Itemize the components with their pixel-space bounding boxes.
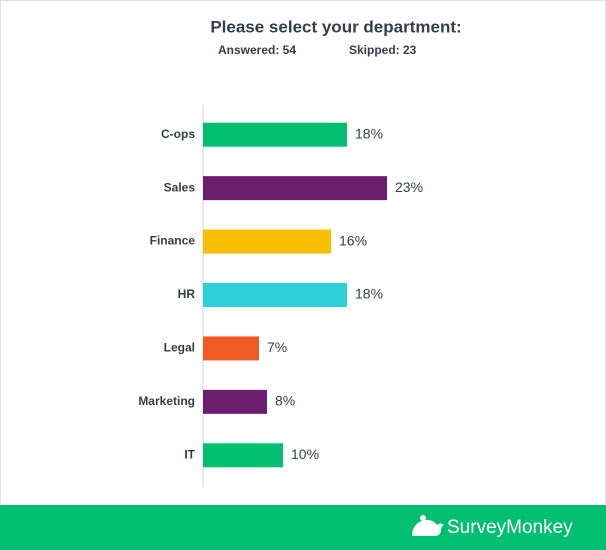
value-label: 23%: [395, 179, 423, 195]
brand: SurveyMonkey: [447, 517, 573, 538]
category-label: Legal: [164, 341, 195, 355]
category-label: IT: [184, 447, 195, 461]
category-label: Finance: [150, 234, 196, 248]
value-label: 10%: [291, 446, 319, 462]
footer: [0, 505, 606, 550]
category-label: Sales: [164, 180, 196, 194]
logo: [412, 515, 444, 536]
bar: [203, 229, 331, 254]
value-label: 16%: [339, 232, 367, 248]
answered: Answered: 54: [218, 43, 296, 57]
chart-title: Please select your department:: [210, 17, 461, 36]
value-label: 8%: [275, 393, 295, 409]
category-label: Marketing: [138, 394, 195, 408]
bar: [203, 389, 267, 414]
logo-icon: [412, 520, 444, 536]
skipped: Skipped: 23: [349, 43, 417, 57]
bar: [203, 122, 347, 147]
bar: [203, 176, 387, 201]
logo-icon: [420, 515, 426, 521]
bar: [203, 336, 259, 361]
bar: [203, 283, 347, 307]
value-label: 18%: [355, 286, 383, 302]
value-label: 7%: [267, 339, 287, 355]
value-label: 18%: [355, 125, 383, 141]
bar: [203, 443, 283, 468]
category-label: C-ops: [161, 127, 195, 141]
category-label: HR: [178, 287, 196, 301]
